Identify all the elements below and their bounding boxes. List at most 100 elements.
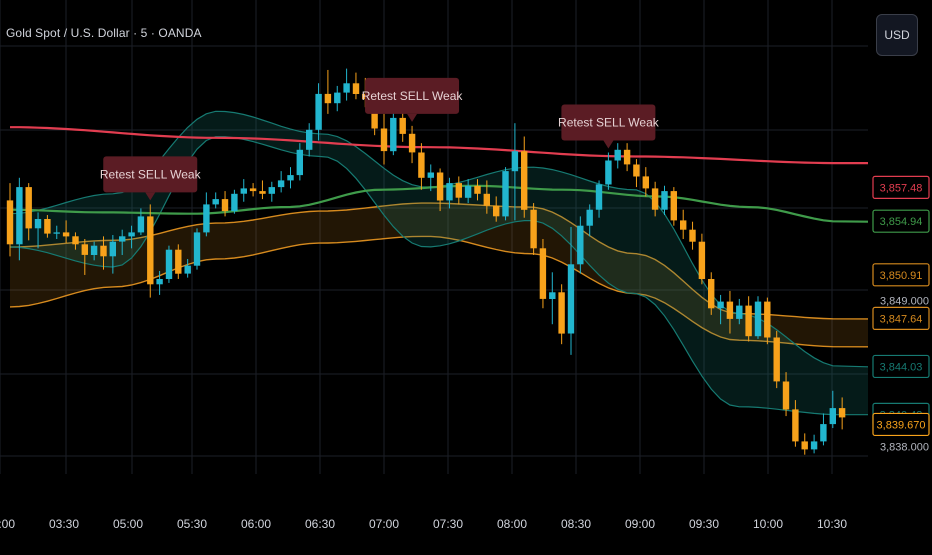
- price-tag-box: [872, 263, 930, 287]
- candle: [661, 185, 668, 216]
- price-tag: 3,857.48: [872, 175, 930, 199]
- candle-body: [90, 245, 98, 255]
- candle: [287, 167, 294, 189]
- signal-box: [103, 156, 198, 193]
- signal-box: [561, 104, 656, 141]
- candle: [446, 177, 453, 209]
- moving-averages: [9, 126, 869, 223]
- candle: [595, 180, 603, 218]
- candle-body: [820, 424, 827, 442]
- candle: [315, 83, 322, 141]
- candle: [745, 296, 752, 342]
- time-axis-label: 08:30: [561, 517, 591, 531]
- candle-body: [633, 164, 640, 177]
- candle-body: [324, 93, 332, 104]
- candle-body: [100, 245, 107, 257]
- candle: [698, 233, 706, 285]
- price-tag: 3,854.94: [872, 209, 930, 233]
- candle: [296, 143, 303, 181]
- candle-body: [521, 151, 528, 210]
- candle: [231, 189, 238, 214]
- candle-body: [6, 200, 14, 245]
- candle: [567, 227, 575, 355]
- candle: [436, 168, 444, 212]
- candle: [249, 183, 257, 197]
- candle-body: [455, 183, 462, 198]
- candle: [605, 152, 612, 190]
- time-axis-label: 05:30: [177, 517, 207, 531]
- candle-body: [511, 151, 519, 172]
- candle: [474, 179, 481, 201]
- candle-body: [782, 381, 790, 410]
- currency-button[interactable]: USD: [876, 14, 918, 56]
- candle-body: [221, 199, 229, 212]
- candle-body: [623, 149, 631, 165]
- price-tag-box: [872, 412, 930, 437]
- price-tag-box: [872, 354, 930, 379]
- time-axis-label: 07:30: [433, 517, 463, 531]
- candle-body: [680, 220, 687, 230]
- time-axis-label: 09:30: [689, 517, 719, 531]
- candle: [6, 183, 14, 257]
- signal-labels: Retest SELL Weak Retest SELL Weak Retest S…: [100, 77, 660, 201]
- price-tag-value: 3,844.03: [880, 361, 923, 373]
- time-axis-label: 03:00: [0, 517, 15, 531]
- candle: [100, 236, 107, 270]
- candle-body: [801, 441, 808, 450]
- candle-body: [736, 305, 743, 319]
- candle: [502, 167, 509, 221]
- candle-body: [838, 408, 846, 418]
- candle-body: [249, 188, 257, 192]
- candle: [137, 208, 145, 236]
- candle: [119, 229, 126, 255]
- candle-body: [726, 301, 734, 319]
- candle: [829, 390, 836, 429]
- candle-body: [296, 149, 303, 176]
- time-axis-label: 06:00: [241, 517, 271, 531]
- price-tag-value: 3,857.48: [880, 182, 923, 194]
- candle: [418, 143, 425, 190]
- candle: [25, 183, 32, 241]
- candle-body: [16, 187, 23, 245]
- candle-body: [231, 193, 238, 212]
- candle-body: [586, 209, 593, 226]
- candle: [689, 221, 696, 250]
- signal-pointer: [407, 113, 418, 122]
- candle-body: [792, 409, 799, 442]
- candle: [782, 372, 790, 417]
- candle: [408, 125, 416, 164]
- candle: [165, 245, 173, 283]
- time-axis: 03:00 03:30 05:00 05:30 06:00 06:30 07:00 07:30…: [0, 517, 847, 531]
- candle-body: [193, 232, 201, 266]
- candle: [801, 433, 808, 455]
- candle-body: [380, 128, 388, 152]
- candle: [53, 225, 60, 240]
- candle-body: [408, 133, 416, 153]
- candle: [633, 159, 640, 188]
- candle: [16, 177, 23, 261]
- candle-body: [147, 216, 154, 285]
- candle-body: [268, 187, 275, 194]
- candle-body: [352, 83, 360, 94]
- candle-body: [240, 188, 247, 194]
- time-axis-label: 10:30: [817, 517, 847, 531]
- time-axis-label: 07:00: [369, 517, 399, 531]
- time-axis-label: 06:30: [305, 517, 335, 531]
- candle-body: [614, 149, 621, 161]
- candle: [277, 171, 285, 193]
- candle-body: [502, 171, 509, 217]
- candle: [511, 123, 519, 221]
- candle-body: [306, 129, 313, 150]
- candle: [212, 192, 219, 209]
- candle-body: [558, 292, 565, 334]
- candle: [764, 297, 771, 345]
- price-tag: 3,847.64: [872, 306, 930, 330]
- candle: [651, 181, 659, 217]
- candle: [72, 232, 79, 250]
- candle: [726, 290, 734, 334]
- teal-band-fill: [10, 111, 868, 415]
- candle-body: [595, 184, 603, 210]
- candle: [90, 241, 98, 261]
